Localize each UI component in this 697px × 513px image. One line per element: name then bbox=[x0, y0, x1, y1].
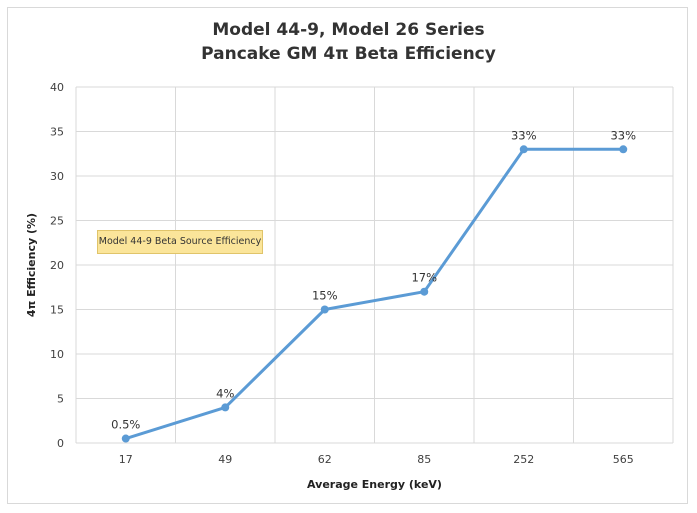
y-tick-label: 35 bbox=[50, 126, 64, 139]
data-labels: 0.5% 4% 15% 17% 33% 33% bbox=[111, 128, 636, 431]
data-label: 33% bbox=[610, 128, 636, 142]
x-tick-labels: 17 49 62 85 252 565 bbox=[119, 453, 634, 466]
y-tick-label: 0 bbox=[57, 437, 64, 450]
data-point bbox=[121, 434, 130, 443]
series-line bbox=[125, 147, 624, 440]
y-tick-label: 5 bbox=[57, 393, 64, 406]
data-point bbox=[420, 287, 429, 296]
x-tick-label: 17 bbox=[119, 453, 133, 466]
annotation-box: Model 44-9 Beta Source Efficiency bbox=[97, 230, 263, 254]
chart-title-line1: Model 44-9, Model 26 Series bbox=[212, 20, 485, 40]
y-tick-labels: 0 5 10 15 20 25 30 35 40 bbox=[50, 81, 64, 450]
x-axis-title: Average Energy (keV) bbox=[307, 478, 442, 491]
data-label: 17% bbox=[411, 271, 437, 285]
data-point bbox=[619, 145, 628, 154]
x-tick-label: 85 bbox=[417, 453, 431, 466]
x-tick-label: 252 bbox=[513, 453, 534, 466]
data-label: 15% bbox=[312, 289, 338, 303]
y-tick-label: 30 bbox=[50, 170, 64, 183]
chart-title: Model 44-9, Model 26 Series Pancake GM 4… bbox=[0, 18, 697, 66]
x-tick-label: 62 bbox=[318, 453, 332, 466]
data-label: 33% bbox=[511, 128, 537, 142]
data-point bbox=[519, 145, 528, 154]
y-tick-label: 20 bbox=[50, 259, 64, 272]
y-tick-label: 10 bbox=[50, 348, 64, 361]
data-point bbox=[221, 403, 230, 412]
x-tick-label: 49 bbox=[218, 453, 232, 466]
data-point bbox=[320, 305, 329, 314]
data-label: 0.5% bbox=[111, 418, 140, 432]
data-label: 4% bbox=[216, 386, 234, 400]
y-tick-label: 15 bbox=[50, 304, 64, 317]
chart-title-line2: Pancake GM 4π Beta Efficiency bbox=[201, 44, 496, 64]
data-points bbox=[121, 145, 628, 443]
grid-lines bbox=[75, 86, 674, 444]
chart-frame bbox=[7, 7, 688, 504]
y-tick-label: 25 bbox=[50, 215, 64, 228]
x-tick-label: 565 bbox=[613, 453, 634, 466]
y-axis-title: 4π Efficiency (%) bbox=[25, 213, 38, 317]
y-tick-label: 40 bbox=[50, 81, 64, 94]
